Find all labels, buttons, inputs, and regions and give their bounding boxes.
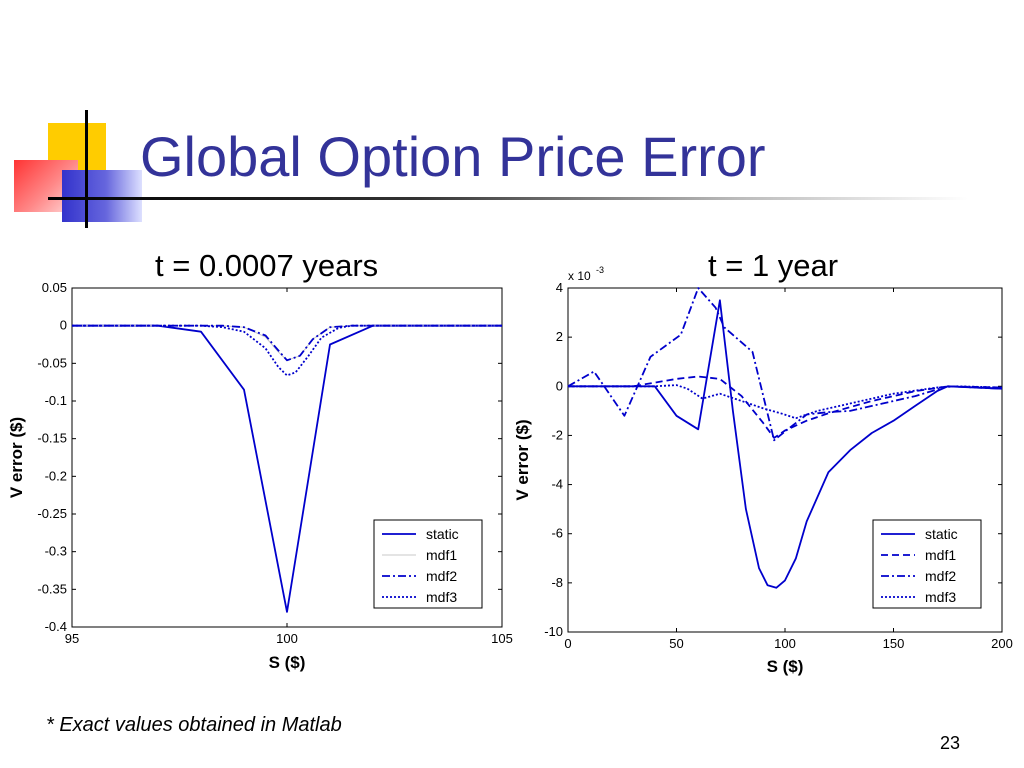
y-axis-label: V error ($) — [7, 417, 26, 498]
x-axis-label: S ($) — [767, 657, 804, 676]
y-tick-label: -0.1 — [45, 393, 67, 408]
x-tick-label: 100 — [276, 631, 298, 646]
right-chart-title: t = 1 year — [708, 248, 839, 283]
y-axis-label: V error ($) — [513, 419, 532, 500]
y-tick-label: -0.35 — [37, 581, 67, 596]
legend-label-mdf2: mdf2 — [925, 568, 956, 584]
axis-exponent-power: -3 — [596, 265, 604, 275]
footnote: * Exact values obtained in Matlab — [46, 714, 342, 736]
x-tick-label: 50 — [669, 636, 683, 651]
y-tick-label: -0.4 — [45, 619, 67, 634]
deco-blue-square — [62, 170, 142, 222]
slide-title: Global Option Price Error — [140, 125, 766, 188]
y-tick-label: -0.25 — [37, 506, 67, 521]
series-line-static — [72, 324, 502, 613]
x-tick-label: 100 — [774, 636, 796, 651]
y-tick-label: -0.05 — [37, 355, 67, 370]
y-tick-label: -10 — [544, 624, 563, 639]
y-tick-label: -4 — [551, 477, 563, 492]
axis-exponent-label: x 10 — [568, 269, 591, 283]
legend-label-mdf3: mdf3 — [925, 589, 956, 605]
y-tick-label: 2 — [556, 329, 563, 344]
chart-left: 0.05 0 -0.05 -0.1 -0.15 -0.2 -0.25 -0.3 -0.35 -0.… — [7, 280, 513, 672]
legend-label-mdf1: mdf1 — [925, 547, 956, 563]
x-tick-label: 95 — [65, 631, 79, 646]
series-line-mdf3 — [568, 384, 1003, 420]
x-tick-label: 105 — [491, 631, 513, 646]
y-tick-label: -6 — [551, 526, 563, 541]
y-tick-label: -8 — [551, 575, 563, 590]
y-tick-label: -0.3 — [45, 544, 67, 559]
x-axis-label: S ($) — [269, 653, 306, 672]
series-line-mdf2 — [72, 324, 502, 362]
y-tick-label: 0 — [556, 378, 563, 393]
series-line-mdf1 — [72, 325, 502, 361]
left-chart-title: t = 0.0007 years — [155, 248, 379, 283]
series-line-mdf3 — [72, 324, 502, 377]
page-number: 23 — [940, 733, 961, 753]
y-tick-label: -0.15 — [37, 431, 67, 446]
y-tick-label: 0 — [60, 318, 67, 333]
x-tick-label: 150 — [883, 636, 905, 651]
legend-label-static: static — [925, 526, 958, 542]
legend-label-mdf3: mdf3 — [426, 589, 457, 605]
y-tick-label: 0.05 — [42, 280, 67, 295]
deco-vertical-line — [85, 110, 88, 228]
y-tick-label: -2 — [551, 427, 563, 442]
x-tick-label: 200 — [991, 636, 1013, 651]
y-tick-label: 4 — [556, 280, 563, 295]
legend-label-static: static — [426, 526, 459, 542]
legend-label-mdf1: mdf1 — [426, 547, 457, 563]
series-line-mdf2 — [567, 287, 1003, 442]
y-tick-label: -0.2 — [45, 468, 67, 483]
x-tick-label: 0 — [564, 636, 571, 651]
deco-horizontal-line — [48, 197, 968, 200]
legend-label-mdf2: mdf2 — [426, 568, 457, 584]
series-line-static — [568, 299, 1003, 589]
series-line-mdf1 — [568, 375, 1003, 439]
